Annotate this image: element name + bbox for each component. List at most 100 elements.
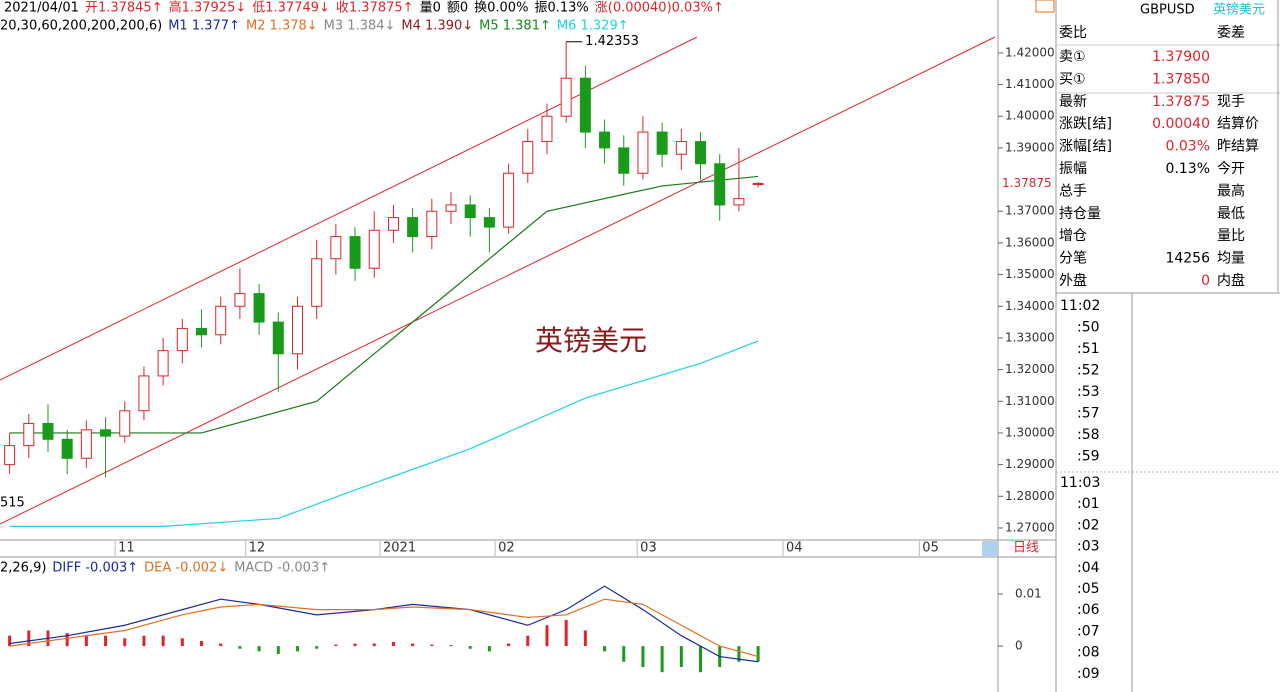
y-tick-label: 1.28000 xyxy=(1005,489,1055,503)
peak-label: 1.42353 xyxy=(585,34,639,49)
ma-line xyxy=(9,175,759,434)
candle-body xyxy=(541,115,553,143)
row-value: 14256 xyxy=(1165,251,1210,267)
macd-bar xyxy=(583,630,587,647)
header-item: 换0.00% xyxy=(474,1,528,16)
candle-body xyxy=(407,217,419,238)
candle-body xyxy=(387,217,399,231)
y-tick-label: 1.35000 xyxy=(1005,267,1055,281)
candle-body xyxy=(464,204,476,219)
period: 日线 xyxy=(1013,541,1039,556)
candle-body xyxy=(483,217,495,228)
row-label: 涨幅[结] xyxy=(1059,139,1112,155)
header-item: M4 1.390↓ xyxy=(401,19,473,34)
macd-bar xyxy=(468,646,472,649)
candle-body xyxy=(272,321,284,355)
row-label2: 结算价 xyxy=(1217,116,1259,132)
candle-body xyxy=(426,210,438,238)
time-label: :05 xyxy=(1077,581,1100,597)
time-label: :02 xyxy=(1077,517,1100,533)
candle-body xyxy=(637,131,649,174)
candle-body xyxy=(311,258,323,307)
candle-body xyxy=(579,77,591,133)
time-label: :09 xyxy=(1077,666,1100,682)
macd-bar xyxy=(334,644,338,647)
header-item: M2 1.378↓ xyxy=(246,19,318,34)
macd-bar xyxy=(545,625,549,647)
row-value: 0.00040 xyxy=(1152,116,1210,132)
candle-body xyxy=(522,141,534,174)
candle-body xyxy=(100,429,112,437)
time-label: :01 xyxy=(1077,496,1100,512)
macd-bar xyxy=(526,635,530,647)
candle-body xyxy=(599,131,611,149)
candle-body xyxy=(291,305,303,355)
row-label: 总手 xyxy=(1059,183,1087,199)
macd-bar xyxy=(142,635,146,647)
header-item: 涨(0.00040)0.03%↑ xyxy=(595,1,724,16)
macd-bar xyxy=(257,646,261,652)
macd-bar xyxy=(27,630,31,647)
y-tick-label: 1.39000 xyxy=(1005,140,1055,154)
candle-body xyxy=(752,183,764,186)
scroll-box[interactable] xyxy=(982,541,998,556)
candle-body xyxy=(4,445,16,466)
header-item: M1 1.377↑ xyxy=(168,19,240,34)
candle-body xyxy=(503,172,515,228)
header-item: M5 1.381↑ xyxy=(479,19,551,34)
candle-body xyxy=(61,438,73,459)
macd-bar xyxy=(391,641,395,647)
header-item: 额0 xyxy=(447,1,468,16)
y-tick-label: 1.34000 xyxy=(1005,299,1055,313)
row-value: 0.13% xyxy=(1166,161,1210,177)
candle-body xyxy=(445,204,457,212)
macd-bar xyxy=(622,646,626,662)
macd-bar xyxy=(487,646,491,652)
macd-bar xyxy=(180,638,184,647)
header-item: 振0.13% xyxy=(534,1,588,16)
ma-line xyxy=(9,340,759,527)
y-tick-label: 1.29000 xyxy=(1005,457,1055,471)
row-label2: 最高 xyxy=(1217,182,1245,199)
macd-bar xyxy=(161,635,165,647)
time-label: :50 xyxy=(1077,320,1100,336)
row-label: 最新 xyxy=(1059,94,1087,110)
time-label: 11:03 xyxy=(1060,475,1100,491)
candle-body xyxy=(330,236,342,260)
y-tick-label: 1.42000 xyxy=(1005,45,1055,59)
header-item: 20,30,60,200,200,200,6) xyxy=(0,19,162,34)
panel-toggle[interactable] xyxy=(1035,0,1055,13)
y-tick-label: 1.40000 xyxy=(1005,109,1055,123)
time-label: :04 xyxy=(1077,560,1100,576)
macd-bar xyxy=(564,620,568,647)
candle-body xyxy=(23,422,35,447)
current-price: 1.37875 xyxy=(1002,176,1052,190)
row-label2: 委差 xyxy=(1217,25,1245,41)
candle-body xyxy=(80,429,92,459)
macd-bar xyxy=(200,640,204,647)
header-item: M6 1.329↑ xyxy=(557,19,629,34)
row-value: 0.03% xyxy=(1166,139,1210,155)
candle-body xyxy=(157,350,169,377)
row-label: 买① xyxy=(1059,71,1086,87)
watermark: 英镑美元 xyxy=(535,324,647,357)
header-item: 2,26,9) xyxy=(0,561,46,576)
row-label2: 最低 xyxy=(1217,206,1245,222)
row-label: 分笔 xyxy=(1059,251,1087,267)
row-label2: 内盘 xyxy=(1217,272,1245,289)
header-item: MACD -0.003↑ xyxy=(234,561,330,576)
macd-bar xyxy=(756,646,760,662)
time-label: :59 xyxy=(1077,449,1100,465)
row-label2: 量比 xyxy=(1217,228,1245,244)
macd-bar xyxy=(8,635,12,647)
row-label: 涨跌[结] xyxy=(1059,116,1112,132)
symbol-name: 英镑美元 xyxy=(1213,2,1265,18)
time-label: :51 xyxy=(1077,341,1100,357)
row-label2: 昨结算 xyxy=(1217,139,1259,155)
candle-body xyxy=(368,229,380,269)
row-label2: 现手 xyxy=(1217,94,1245,110)
left-label: 515 xyxy=(0,496,25,511)
macd-bar xyxy=(84,635,88,647)
candle-body xyxy=(42,422,54,440)
y-tick-label: 1.37000 xyxy=(1005,204,1055,218)
